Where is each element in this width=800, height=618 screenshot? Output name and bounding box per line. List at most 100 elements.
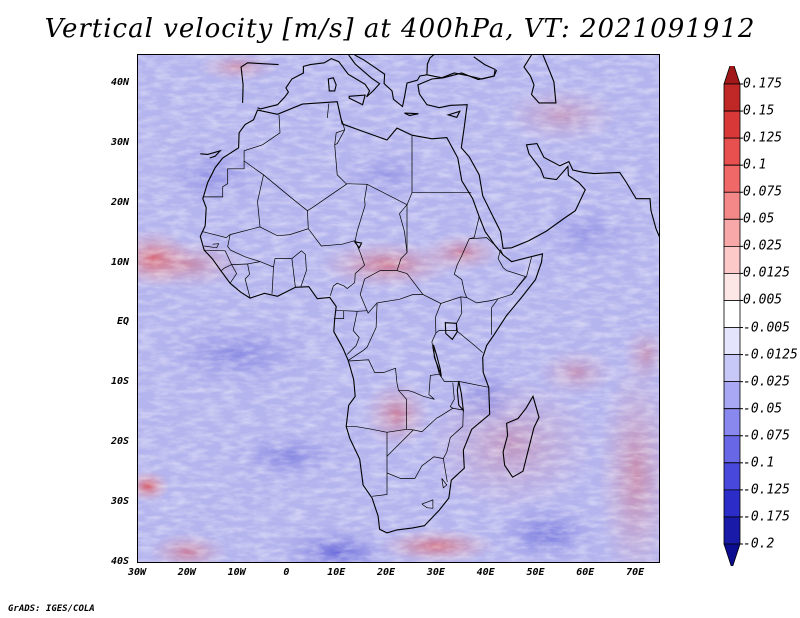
country-border [334,144,532,304]
country-border [491,298,499,335]
lake-victoria [444,322,458,341]
country-border [469,237,496,246]
lon-label: 30E [426,567,445,578]
lon-label: 60E [576,567,595,578]
colorbar: 0.175 0.15 0.125 0.1 0.075 0.05 0.025 0.0125 0.0… [720,66,800,566]
colorbar-label: -0.125 [743,482,790,498]
colorbar-graphic [723,66,743,566]
chart-title: Vertical velocity [m/s] at 400hPa, VT: 2… [44,14,756,44]
country-border [441,478,448,489]
colorbar-label: -0.0125 [743,347,798,363]
coastlines [199,55,659,534]
lon-label: 50E [526,567,545,578]
colorbar-label: 0.075 [743,184,783,200]
colorbar-swatch [723,273,741,301]
lat-label: 20N [110,196,129,208]
lon-label: 40E [476,567,495,578]
caspian-coastline [523,55,557,104]
lon-label: 30W [127,567,147,578]
country-border [329,184,368,296]
country-border [243,114,281,159]
country-border [439,374,489,388]
colorbar-label: 0.125 [743,130,783,146]
lon-label: 70E [626,567,645,578]
country-border [497,249,527,295]
colorbar-swatch [723,462,741,491]
country-borders [202,103,532,509]
country-border [398,390,464,483]
lat-label: 10N [110,256,129,268]
colorbar-label: 0.0125 [743,265,790,281]
colorbar-label: 0.005 [743,292,783,308]
country-border [372,428,407,497]
colorbar-swatch [723,300,741,328]
country-border [273,250,306,268]
lon-label: 10W [227,567,246,578]
iberia-west-coastline [240,62,279,103]
colorbar-swatch [723,354,741,383]
country-border [455,296,463,331]
country-border [500,249,504,256]
canary-islands [200,149,222,159]
country-border [307,183,348,211]
lat-label: 40S [110,556,129,567]
country-border [244,261,274,299]
country-border [204,243,220,249]
colorbar-label: -0.075 [743,428,790,444]
colorbar-swatch [723,218,741,247]
footer-credit: GrADS: IGES/COLA [8,604,95,614]
country-border [334,129,345,145]
sardinia-coastline [327,77,337,92]
lon-label: 20E [377,567,396,578]
colorbar-label: -0.005 [743,320,790,336]
arabia-coastline [460,143,659,249]
country-border [204,249,248,265]
country-border [202,158,245,198]
country-border [291,258,296,288]
colorbar-swatch [723,164,741,193]
colorbar-label: 0.175 [743,76,783,92]
colorbar-label: -0.1 [743,455,775,471]
colorbar-swatch [723,137,741,166]
colorbar-swatch [723,66,741,85]
colorbar-swatch [723,191,741,220]
field-texture [138,55,659,562]
colorbar-label: 0.15 [743,103,775,119]
colorbar-label: -0.2 [743,536,775,552]
sicily-coastline [348,94,366,106]
country-border [348,302,378,361]
country-border [346,425,388,433]
country-border [227,234,261,262]
crete-coastline [404,112,419,117]
colorbar-swatch [723,489,741,518]
map-panel [137,54,660,563]
lat-label: EQ [116,316,129,328]
colorbar-swatch [723,516,741,545]
colorbar-label: 0.05 [743,211,775,227]
colorbar-swatch [723,381,741,410]
lat-label: 40N [110,76,129,88]
lat-label: 30N [110,136,129,148]
country-border [334,120,346,146]
africa-coastline [199,101,544,534]
colorbar-label: -0.175 [743,509,790,525]
map-canvas [138,55,659,562]
lat-label: 30S [110,496,129,508]
colorbar-swatch [723,543,741,566]
colorbar-swatch [723,408,741,437]
country-border [326,103,330,118]
cyprus-coastline [446,110,461,118]
colorbar-label: -0.05 [743,401,783,417]
colorbar-swatch [723,435,741,464]
lat-label: 10S [110,376,129,388]
country-border [333,310,345,319]
lon-label: 10E [327,567,346,578]
colorbar-swatch [723,245,741,274]
country-border [336,310,368,312]
country-border [348,303,442,400]
country-border [386,429,414,457]
country-border [399,204,408,253]
colorbar-swatch [723,110,741,139]
madagascar-coastline [502,394,540,478]
country-border [386,456,444,479]
